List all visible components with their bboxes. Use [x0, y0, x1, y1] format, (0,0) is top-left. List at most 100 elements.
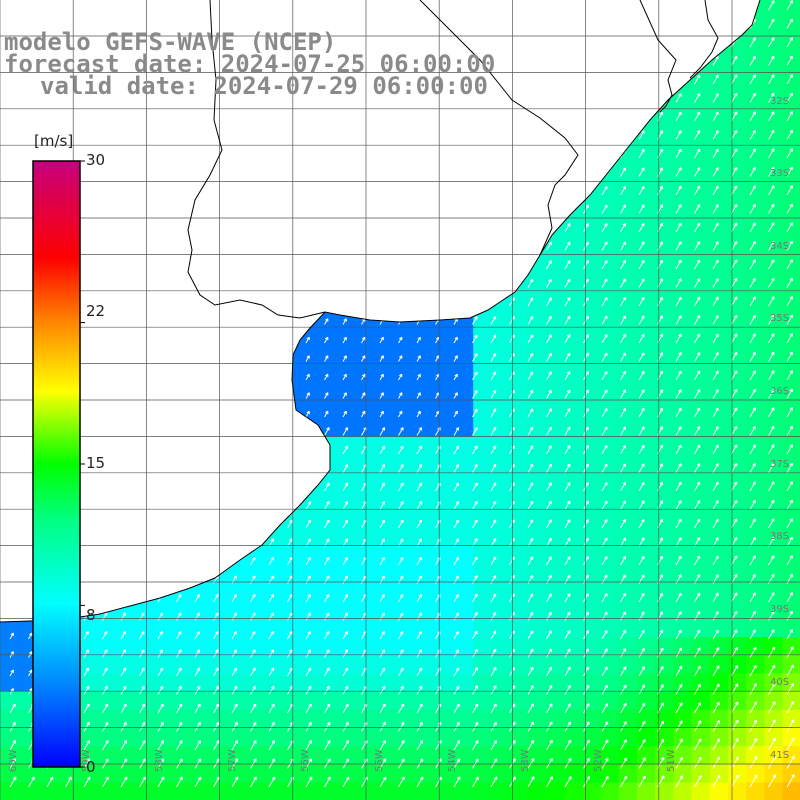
wind-cell [709, 655, 729, 674]
wind-arrow [342, 482, 349, 492]
wind-arrow [620, 185, 626, 196]
wind-cell [273, 673, 292, 693]
wind-cell [782, 36, 800, 56]
wind-arrow [398, 538, 404, 547]
wind-arrow [712, 444, 719, 455]
wind-arrow [194, 740, 201, 751]
wind-arrow [786, 55, 793, 66]
wind-arrow [583, 260, 589, 270]
wind-cell [691, 127, 711, 147]
wind-cell [382, 600, 401, 620]
wind-arrow [490, 666, 497, 677]
wind-cell [163, 782, 183, 800]
wind-arrow [564, 739, 572, 751]
wind-cell [218, 582, 238, 602]
wind-arrow [786, 240, 793, 251]
wind-arrow [194, 649, 200, 658]
wind-cell [746, 236, 765, 256]
wind-cell [327, 691, 347, 711]
wind-arrow [102, 649, 108, 658]
wind-arrow [749, 719, 758, 732]
wind-arrow [527, 666, 534, 677]
wind-arrow [564, 315, 571, 325]
wind-arrow [324, 593, 330, 603]
wind-arrow [157, 703, 164, 714]
wind-cell [345, 418, 365, 438]
wind-arrow [268, 776, 276, 788]
wind-arrow [583, 721, 590, 732]
wind-cell [582, 218, 602, 238]
wind-arrow [527, 500, 534, 510]
wind-arrow [601, 389, 608, 399]
wind-cell [691, 418, 711, 438]
wind-arrow [638, 370, 645, 381]
wind-cell [782, 91, 800, 110]
wind-cell [418, 764, 438, 784]
wind-arrow [398, 556, 404, 566]
wind-arrow [731, 129, 738, 140]
wind-cell [364, 491, 383, 511]
wind-cell [455, 327, 474, 347]
wind-cell [600, 782, 620, 800]
wind-arrow [453, 612, 459, 621]
wind-cell [527, 527, 547, 547]
wind-arrow [675, 720, 683, 732]
wind-cell [327, 673, 347, 693]
wind-cell [109, 746, 128, 765]
wind-cell [327, 546, 347, 565]
wind-cell [728, 509, 747, 529]
colorbar-gradient [32, 160, 81, 768]
wind-cell [728, 364, 747, 383]
wind-cell [254, 764, 274, 784]
wind-arrow [250, 667, 256, 677]
wind-arrow [139, 612, 145, 621]
wind-arrow [342, 776, 350, 788]
wind-cell [436, 327, 456, 347]
wind-arrow [768, 0, 775, 11]
wind-cell [163, 637, 183, 656]
wind-cell [473, 345, 492, 365]
wind-arrow [712, 130, 719, 140]
wind-arrow [675, 702, 683, 714]
wind-arrow [675, 111, 682, 122]
wind-cell [382, 436, 401, 456]
wind-arrow [620, 648, 627, 658]
wind-cell [582, 491, 602, 511]
wind-arrow [305, 373, 310, 381]
wind-cell [400, 746, 420, 765]
wind-arrow [231, 667, 238, 677]
wind-cell [127, 637, 147, 656]
wind-arrow [638, 684, 646, 695]
wind-cell [91, 655, 110, 674]
wind-arrow [731, 240, 738, 251]
wind-cell [637, 291, 656, 310]
wind-arrow [9, 721, 16, 732]
wind-cell [182, 655, 201, 674]
wind-cell [782, 709, 800, 729]
wind-arrow [176, 649, 182, 658]
wind-arrow [398, 630, 404, 640]
wind-arrow [601, 297, 608, 307]
wind-arrow [102, 612, 108, 621]
wind-cell [655, 254, 674, 274]
wind-arrow [398, 336, 403, 344]
wind-cell [782, 582, 800, 602]
wind-cell [709, 109, 729, 128]
wind-cell [0, 709, 19, 729]
wind-arrow [675, 296, 682, 307]
wind-arrow [453, 630, 459, 640]
wind-arrow [324, 519, 330, 529]
wind-cell [364, 746, 383, 765]
wind-arrow [472, 371, 478, 381]
wind-cell [327, 764, 347, 784]
wind-cell [600, 182, 620, 201]
wind-cell [473, 418, 492, 438]
wind-arrow [601, 775, 609, 788]
wind-arrow [435, 355, 440, 362]
wind-arrow [490, 685, 497, 695]
wind-arrow [657, 148, 664, 159]
wind-cell [782, 254, 800, 274]
wind-cell [364, 364, 383, 383]
wind-cell [109, 764, 128, 784]
wind-arrow [675, 130, 682, 140]
